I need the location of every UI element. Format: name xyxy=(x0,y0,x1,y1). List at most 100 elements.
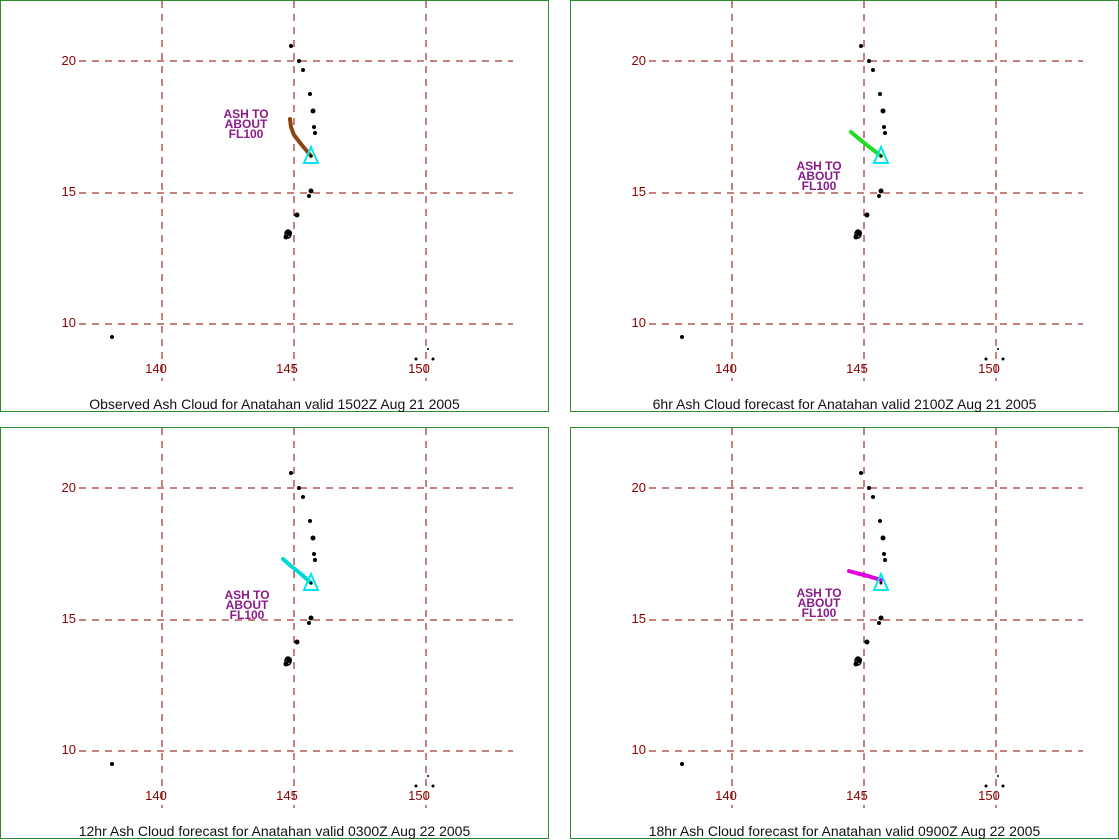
island-marker xyxy=(877,621,881,625)
island-marker xyxy=(294,212,300,218)
island-marker xyxy=(864,212,870,218)
ash-label-line-2: ABOUT xyxy=(797,596,841,610)
island-marker xyxy=(880,535,886,541)
island-marker xyxy=(313,558,317,562)
x-tick-145: 145 xyxy=(276,361,298,376)
island-marker xyxy=(307,621,311,625)
ash-label-line-3: FL100 xyxy=(228,127,264,141)
ash-label-line-2: ABOUT xyxy=(224,117,268,131)
volcano-triangle-icon xyxy=(302,144,320,164)
x-tick-150: 150 xyxy=(408,788,430,803)
y-tick-10: 10 xyxy=(61,315,76,330)
island-marker xyxy=(883,558,887,562)
island-marker xyxy=(880,108,886,114)
island-marker xyxy=(301,495,305,499)
island-marker xyxy=(297,59,301,63)
island-marker xyxy=(867,486,871,490)
x-tick-145: 145 xyxy=(846,788,868,803)
volcano-triangle-icon xyxy=(302,571,320,591)
x-tick-150: 150 xyxy=(408,361,430,376)
island-marker xyxy=(882,552,886,556)
island-marker xyxy=(878,188,884,194)
ash-label-line-1: ASH TO xyxy=(796,586,842,600)
x-tick-150: 150 xyxy=(978,788,1000,803)
y-tick-20: 20 xyxy=(61,480,76,495)
panel-caption: 18hr Ash Cloud forecast for Anatahan val… xyxy=(648,823,1041,839)
island-marker xyxy=(310,535,316,541)
y-tick-20: 20 xyxy=(631,480,646,495)
island-marker xyxy=(878,92,882,96)
x-tick-145: 145 xyxy=(846,361,868,376)
island-guam xyxy=(284,656,292,666)
island-marker xyxy=(877,194,881,198)
island-marker xyxy=(294,639,300,645)
y-tick-20: 20 xyxy=(61,53,76,68)
y-tick-15: 15 xyxy=(61,611,76,626)
island-marker xyxy=(414,784,418,788)
island-marker xyxy=(310,108,316,114)
volcano-point xyxy=(309,581,313,585)
x-tick-140: 140 xyxy=(715,361,737,376)
island-guam xyxy=(284,229,292,239)
volcano-point xyxy=(879,154,883,158)
panel-caption: 12hr Ash Cloud forecast for Anatahan val… xyxy=(78,823,471,839)
x-tick-140: 140 xyxy=(715,788,737,803)
x-tick-150: 150 xyxy=(978,361,1000,376)
ash-label-line-2: ABOUT xyxy=(225,598,269,612)
island-marker xyxy=(871,495,875,499)
x-tick-145: 145 xyxy=(276,788,298,803)
y-tick-10: 10 xyxy=(631,742,646,757)
island-marker xyxy=(864,639,870,645)
map-panel-6hr: 20 15 10 140 145 150 ASH TO ABOUT FL100 … xyxy=(570,0,1119,412)
island-guam xyxy=(854,229,862,239)
ash-plume xyxy=(849,130,883,158)
island-marker xyxy=(427,775,429,777)
island-marker xyxy=(1001,784,1005,788)
island-marker xyxy=(680,762,684,766)
island-marker xyxy=(984,357,988,361)
island-marker xyxy=(110,762,114,766)
island-marker xyxy=(308,188,314,194)
y-tick-15: 15 xyxy=(61,184,76,199)
island-marker xyxy=(1001,357,1005,361)
y-tick-10: 10 xyxy=(631,315,646,330)
island-marker xyxy=(882,125,886,129)
map-canvas xyxy=(79,1,513,381)
island-marker xyxy=(878,615,884,621)
map-panel-18hr: 20 15 10 140 145 150 ASH TO ABOUT FL100 … xyxy=(570,427,1119,839)
ash-label-line-3: FL100 xyxy=(801,606,837,620)
island-marker xyxy=(984,784,988,788)
island-marker xyxy=(308,615,314,621)
x-tick-140: 140 xyxy=(145,361,167,376)
island-marker xyxy=(431,784,435,788)
map-canvas xyxy=(79,428,513,808)
island-marker xyxy=(289,44,293,48)
volcano-point xyxy=(879,581,883,585)
map-canvas xyxy=(649,428,1083,808)
island-marker xyxy=(312,552,316,556)
panel-caption: Observed Ash Cloud for Anatahan valid 15… xyxy=(89,396,460,412)
island-marker xyxy=(414,357,418,361)
island-marker xyxy=(878,519,882,523)
ash-plume xyxy=(288,117,313,158)
ash-label-line-3: FL100 xyxy=(801,179,837,193)
island-marker xyxy=(313,131,317,135)
island-marker xyxy=(997,775,999,777)
island-marker xyxy=(859,44,863,48)
ash-label-line-2: ABOUT xyxy=(797,169,841,183)
y-tick-10: 10 xyxy=(61,742,76,757)
island-marker xyxy=(871,68,875,72)
island-marker xyxy=(883,131,887,135)
map-canvas xyxy=(649,1,1083,381)
island-marker xyxy=(301,68,305,72)
island-marker xyxy=(997,348,999,350)
volcano-point xyxy=(309,154,313,158)
x-tick-140: 140 xyxy=(145,788,167,803)
ash-label: ASH TO ABOUT FL100 xyxy=(789,586,849,620)
island-marker xyxy=(427,348,429,350)
map-panel-12hr: 20 15 10 140 145 150 ASH TO ABOUT FL100 … xyxy=(0,427,549,839)
ash-label-line-3: FL100 xyxy=(229,608,265,622)
ash-plume xyxy=(281,557,313,585)
island-marker xyxy=(308,92,312,96)
island-marker xyxy=(867,59,871,63)
